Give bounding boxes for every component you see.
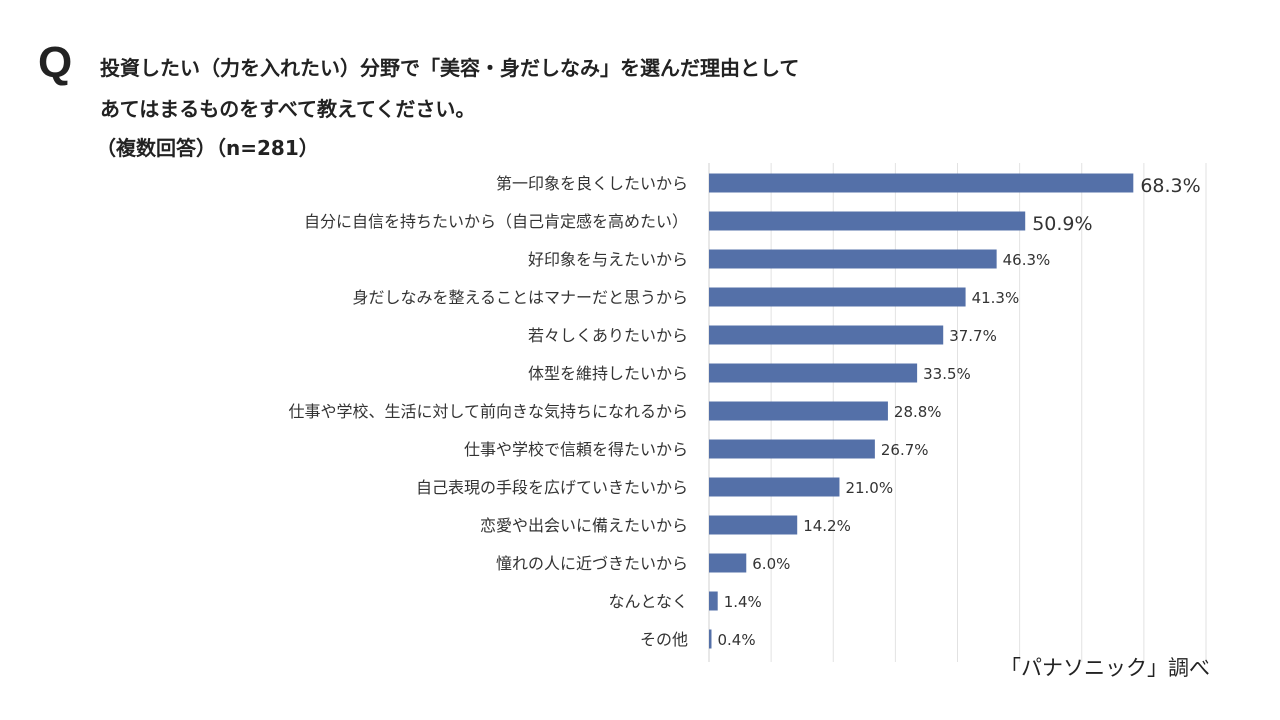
data-label: 26.7%: [881, 441, 929, 459]
category-label: 恋愛や出会いに備えたいから: [480, 516, 688, 535]
data-label: 46.3%: [1003, 251, 1051, 269]
data-label: 6.0%: [752, 555, 790, 573]
bar: [709, 173, 1134, 193]
category-label: 仕事や学校、生活に対して前向きな気持ちになれるから: [288, 402, 688, 421]
data-label: 41.3%: [972, 289, 1020, 307]
category-label: 憧れの人に近づきたいから: [496, 554, 688, 573]
bar: [709, 629, 712, 649]
question-mark: Q: [38, 38, 73, 87]
source-note: 「パナソニック」調べ: [1000, 656, 1210, 680]
bar: [709, 211, 1026, 231]
bar: [709, 325, 944, 345]
category-label: 自己表現の手段を広げていきたいから: [416, 478, 688, 497]
bar: [709, 401, 888, 421]
bar: [709, 439, 875, 459]
data-label: 0.4%: [717, 631, 755, 649]
category-label: 好印象を与えたいから: [528, 250, 688, 269]
data-label: 28.8%: [894, 403, 942, 421]
bar: [709, 591, 718, 611]
data-label: 14.2%: [803, 517, 851, 535]
bar: [709, 249, 997, 269]
bar: [709, 287, 966, 307]
category-label: 体型を維持したいから: [528, 364, 688, 383]
bar: [709, 477, 840, 497]
bar: [709, 515, 798, 535]
category-label: その他: [640, 630, 688, 649]
data-label: 1.4%: [724, 593, 762, 611]
category-label: 身だしなみを整えることはマナーだと思うから: [352, 288, 688, 307]
category-label: 自分に自信を持ちたいから（自己肯定感を高めたい）: [304, 212, 688, 231]
data-label: 37.7%: [949, 327, 997, 345]
category-label: 仕事や学校で信頼を得たいから: [464, 440, 688, 459]
data-label: 33.5%: [923, 365, 971, 383]
category-label: 第一印象を良くしたいから: [496, 174, 688, 193]
data-label: 68.3%: [1140, 175, 1200, 197]
data-label: 21.0%: [845, 479, 893, 497]
data-label: 50.9%: [1032, 213, 1092, 235]
question-line-3: （複数回答）（n=281）: [96, 136, 319, 160]
bar: [709, 363, 918, 383]
category-label: なんとなく: [608, 592, 688, 611]
bar: [709, 553, 747, 573]
question-line-1: 投資したい（力を入れたい）分野で「美容・身だしなみ」を選んだ理由として: [100, 56, 800, 80]
question-line-2: あてはまるものをすべて教えてください。: [100, 97, 476, 121]
category-label: 若々しくありたいから: [528, 326, 688, 345]
